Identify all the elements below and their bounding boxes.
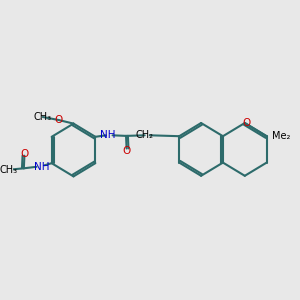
Text: O: O <box>122 146 131 156</box>
Text: NH: NH <box>100 130 115 140</box>
Text: CH₃: CH₃ <box>34 112 52 122</box>
Text: Me₂: Me₂ <box>272 131 290 141</box>
Text: CH₃: CH₃ <box>0 165 17 175</box>
Text: NH: NH <box>34 162 50 172</box>
Text: O: O <box>55 115 63 125</box>
Text: CH₂: CH₂ <box>136 130 154 140</box>
Text: O: O <box>20 148 28 159</box>
Text: O: O <box>242 118 250 128</box>
